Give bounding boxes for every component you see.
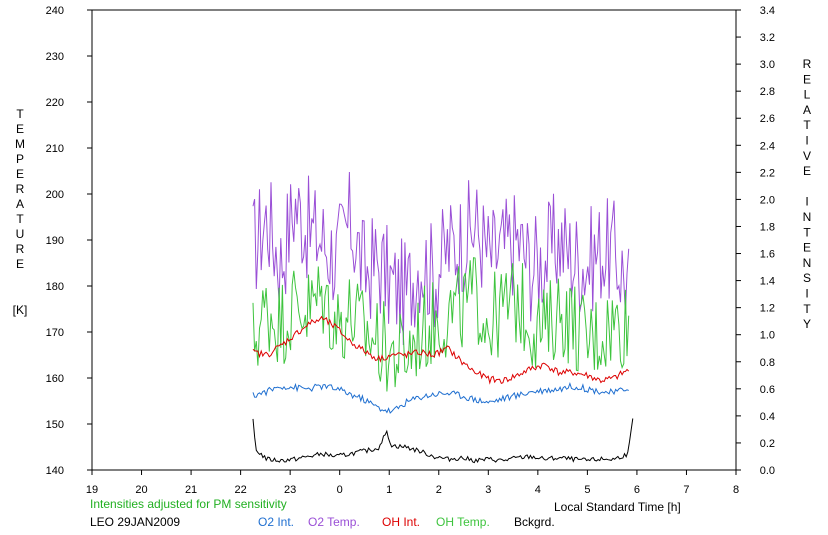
right-tick-label: 0.0: [760, 465, 775, 477]
left-axis-title-letter: R: [16, 242, 25, 256]
left-tick-label: 180: [46, 281, 64, 293]
station-label: LEO 29JAN2009: [90, 515, 180, 529]
right-axis-title-letter: L: [804, 88, 811, 102]
left-axis-title-letter: M: [15, 137, 25, 151]
right-axis-title-letter: E: [803, 241, 811, 255]
right-tick-label: 2.6: [760, 113, 775, 125]
legend-item-background: Bckgrd.: [514, 515, 555, 529]
x-tick-label: 6: [634, 484, 640, 496]
right-tick-label: 2.2: [760, 167, 775, 179]
right-tick-label: 1.6: [760, 249, 775, 261]
right-axis-title-letter: S: [803, 271, 811, 285]
legend-item-o2-temp: O2 Temp.: [308, 515, 360, 529]
right-axis-title-letter: T: [803, 225, 811, 239]
left-axis-title-letter: R: [16, 182, 25, 196]
series-o2-temp: [252, 171, 630, 346]
right-axis-title-letter: T: [803, 118, 811, 132]
x-tick-label: 20: [135, 484, 147, 496]
left-tick-label: 210: [46, 143, 64, 155]
left-tick-label: 160: [46, 373, 64, 385]
right-axis-title-letter: I: [805, 134, 808, 148]
x-axis-ticks: 19 20 21 22 23 0 1 2 3 4 5 6 7 8: [86, 470, 739, 496]
left-tick-label: 220: [46, 97, 64, 109]
plot-frame: [91, 9, 737, 471]
x-tick-label: 8: [733, 484, 739, 496]
right-axis-title-letter: N: [803, 256, 812, 270]
right-axis-title-letter: V: [803, 149, 811, 163]
right-axis-title-letter: I: [805, 195, 808, 209]
legend-item-oh-int: OH Int.: [382, 515, 420, 529]
series-o2-int: [252, 381, 629, 414]
left-axis-ticks: 140 150 160 170 180 190 200 210 220 230 240: [46, 5, 92, 477]
right-tick-label: 2.8: [760, 86, 775, 98]
left-tick-label: 200: [46, 189, 64, 201]
left-tick-label: 170: [46, 327, 64, 339]
right-tick-label: 0.2: [760, 438, 775, 450]
series-group: [252, 171, 634, 464]
x-tick-label: 1: [386, 484, 392, 496]
legend: O2 Int. O2 Temp. OH Int. OH Temp. Bckgrd.: [258, 515, 555, 529]
left-axis-title-letter: T: [16, 212, 24, 226]
x-tick-label: 19: [86, 484, 98, 496]
series-background: [252, 418, 634, 464]
left-tick-label: 190: [46, 235, 64, 247]
right-axis-ticks: 0.0 0.2 0.4 0.6 0.8 1.0 1.2 1.4 1.6 1.8 2.0 2.2 2.4 2…: [736, 5, 775, 477]
right-tick-label: 1.2: [760, 303, 775, 315]
x-tick-label: 5: [584, 484, 590, 496]
right-axis-title-letter: I: [805, 287, 808, 301]
x-tick-label: 21: [185, 484, 197, 496]
right-axis-title-letter: Y: [803, 317, 811, 331]
x-tick-label: 22: [234, 484, 246, 496]
right-axis-title-letter: E: [803, 72, 811, 86]
right-axis-title-letter: N: [803, 210, 812, 224]
right-tick-label: 2.4: [760, 140, 775, 152]
legend-item-o2-int: O2 Int.: [258, 515, 294, 529]
right-tick-label: 0.4: [760, 411, 775, 423]
right-tick-label: 1.0: [760, 330, 775, 342]
x-tick-label: 7: [683, 484, 689, 496]
right-tick-label: 2.0: [760, 194, 775, 206]
left-tick-label: 150: [46, 419, 64, 431]
x-tick-label: 3: [485, 484, 491, 496]
right-tick-label: 3.4: [760, 5, 775, 17]
left-axis-title-letter: E: [16, 122, 24, 136]
series-oh-temp: [252, 257, 630, 392]
right-tick-label: 3.0: [760, 59, 775, 71]
right-axis-title-letter: R: [803, 57, 812, 71]
x-axis-label: Local Standard Time [h]: [554, 500, 681, 514]
left-tick-label: 230: [46, 51, 64, 63]
right-axis-title-letter: A: [803, 103, 811, 117]
left-tick-label: 140: [46, 465, 64, 477]
left-axis-title-letter: E: [16, 167, 24, 181]
left-axis-title-letter: T: [16, 107, 24, 121]
right-axis-title-letter: T: [803, 302, 811, 316]
left-axis-title-letter: E: [16, 257, 24, 271]
left-axis-title-letter: U: [16, 227, 25, 241]
legend-item-oh-temp: OH Temp.: [436, 515, 490, 529]
right-tick-label: 1.4: [760, 276, 775, 288]
left-axis-unit: [K]: [13, 303, 28, 317]
right-tick-label: 0.6: [760, 384, 775, 396]
x-tick-label: 2: [436, 484, 442, 496]
series-oh-int: [252, 315, 630, 385]
left-axis-title-letter: P: [16, 152, 24, 166]
x-tick-label: 23: [284, 484, 296, 496]
right-axis-title-letter: E: [803, 164, 811, 178]
right-tick-label: 0.8: [760, 357, 775, 369]
left-tick-label: 240: [46, 5, 64, 17]
x-tick-label: 0: [337, 484, 343, 496]
x-tick-label: 4: [535, 484, 541, 496]
right-tick-label: 1.8: [760, 221, 775, 233]
sensitivity-note: Intensities adjusted for PM sensitivity: [90, 497, 287, 511]
left-axis-title-letter: A: [16, 197, 24, 211]
right-tick-label: 3.2: [760, 32, 775, 44]
